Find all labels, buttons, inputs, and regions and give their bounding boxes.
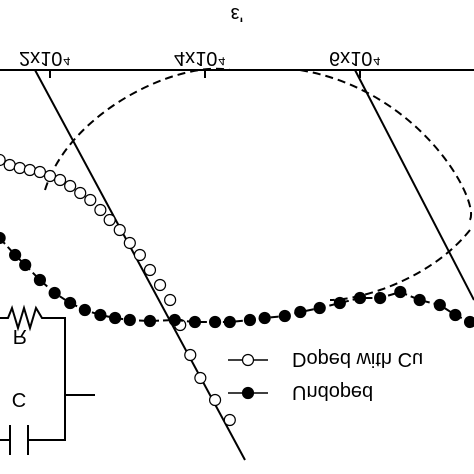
legend-label: Undoped bbox=[292, 381, 373, 403]
annotation: R bbox=[13, 325, 27, 347]
data-point bbox=[0, 231, 6, 245]
x-tick-label: 6x10⁴ bbox=[329, 47, 381, 69]
data-point bbox=[168, 313, 181, 327]
data-point bbox=[449, 308, 462, 322]
legend-marker bbox=[241, 353, 255, 367]
data-point bbox=[188, 315, 202, 329]
circuit bbox=[0, 304, 95, 455]
data-point bbox=[43, 169, 57, 183]
data-point bbox=[394, 285, 407, 299]
data-point bbox=[109, 311, 122, 325]
data-point bbox=[164, 293, 177, 307]
data-point bbox=[223, 413, 236, 427]
data-point bbox=[23, 163, 36, 177]
x-tick-label: 4x10⁴ bbox=[174, 47, 226, 69]
data-point bbox=[208, 315, 222, 329]
fit-line bbox=[34, 69, 246, 461]
x-axis-label: ε' bbox=[231, 3, 244, 25]
data-point bbox=[84, 193, 97, 207]
data-point bbox=[113, 223, 126, 237]
series-line bbox=[0, 237, 471, 323]
data-point bbox=[19, 258, 32, 272]
data-point bbox=[413, 293, 426, 307]
data-point bbox=[74, 186, 87, 200]
data-point bbox=[278, 309, 291, 323]
plot-area: ε'2x10⁴4x10⁴6x10⁴8x10⁴Doped with CuUndop… bbox=[0, 3, 474, 427]
fit-line bbox=[354, 69, 474, 301]
data-point bbox=[313, 301, 326, 315]
data-point bbox=[133, 248, 147, 262]
data-point bbox=[143, 263, 157, 277]
legend-label: Doped with Cu bbox=[292, 348, 423, 370]
data-point bbox=[184, 348, 197, 362]
annotation: C bbox=[12, 388, 26, 410]
data-point bbox=[258, 311, 271, 325]
data-point bbox=[433, 298, 446, 312]
data-point bbox=[463, 315, 474, 329]
data-point bbox=[103, 213, 116, 227]
x-tick-label: 2x10⁴ bbox=[19, 47, 71, 69]
data-point bbox=[223, 315, 236, 329]
data-point bbox=[143, 314, 157, 328]
data-point bbox=[194, 371, 207, 385]
data-point bbox=[33, 165, 47, 179]
data-point bbox=[333, 296, 346, 310]
data-point bbox=[208, 393, 222, 407]
data-point bbox=[153, 278, 167, 292]
data-point bbox=[94, 308, 107, 322]
data-point bbox=[374, 291, 387, 305]
data-point bbox=[94, 203, 107, 217]
legend-marker bbox=[241, 386, 255, 400]
data-point bbox=[353, 291, 367, 305]
data-point bbox=[53, 173, 67, 187]
data-point bbox=[64, 296, 77, 310]
data-point bbox=[123, 236, 136, 250]
data-point bbox=[64, 179, 77, 193]
data-point bbox=[78, 303, 91, 317]
data-point bbox=[243, 313, 257, 327]
data-point bbox=[33, 273, 47, 287]
data-point bbox=[123, 313, 136, 327]
data-point bbox=[3, 158, 16, 172]
data-point bbox=[48, 286, 61, 300]
data-point bbox=[13, 161, 26, 175]
data-point bbox=[0, 153, 6, 167]
data-point bbox=[9, 248, 22, 262]
data-point bbox=[294, 305, 307, 319]
